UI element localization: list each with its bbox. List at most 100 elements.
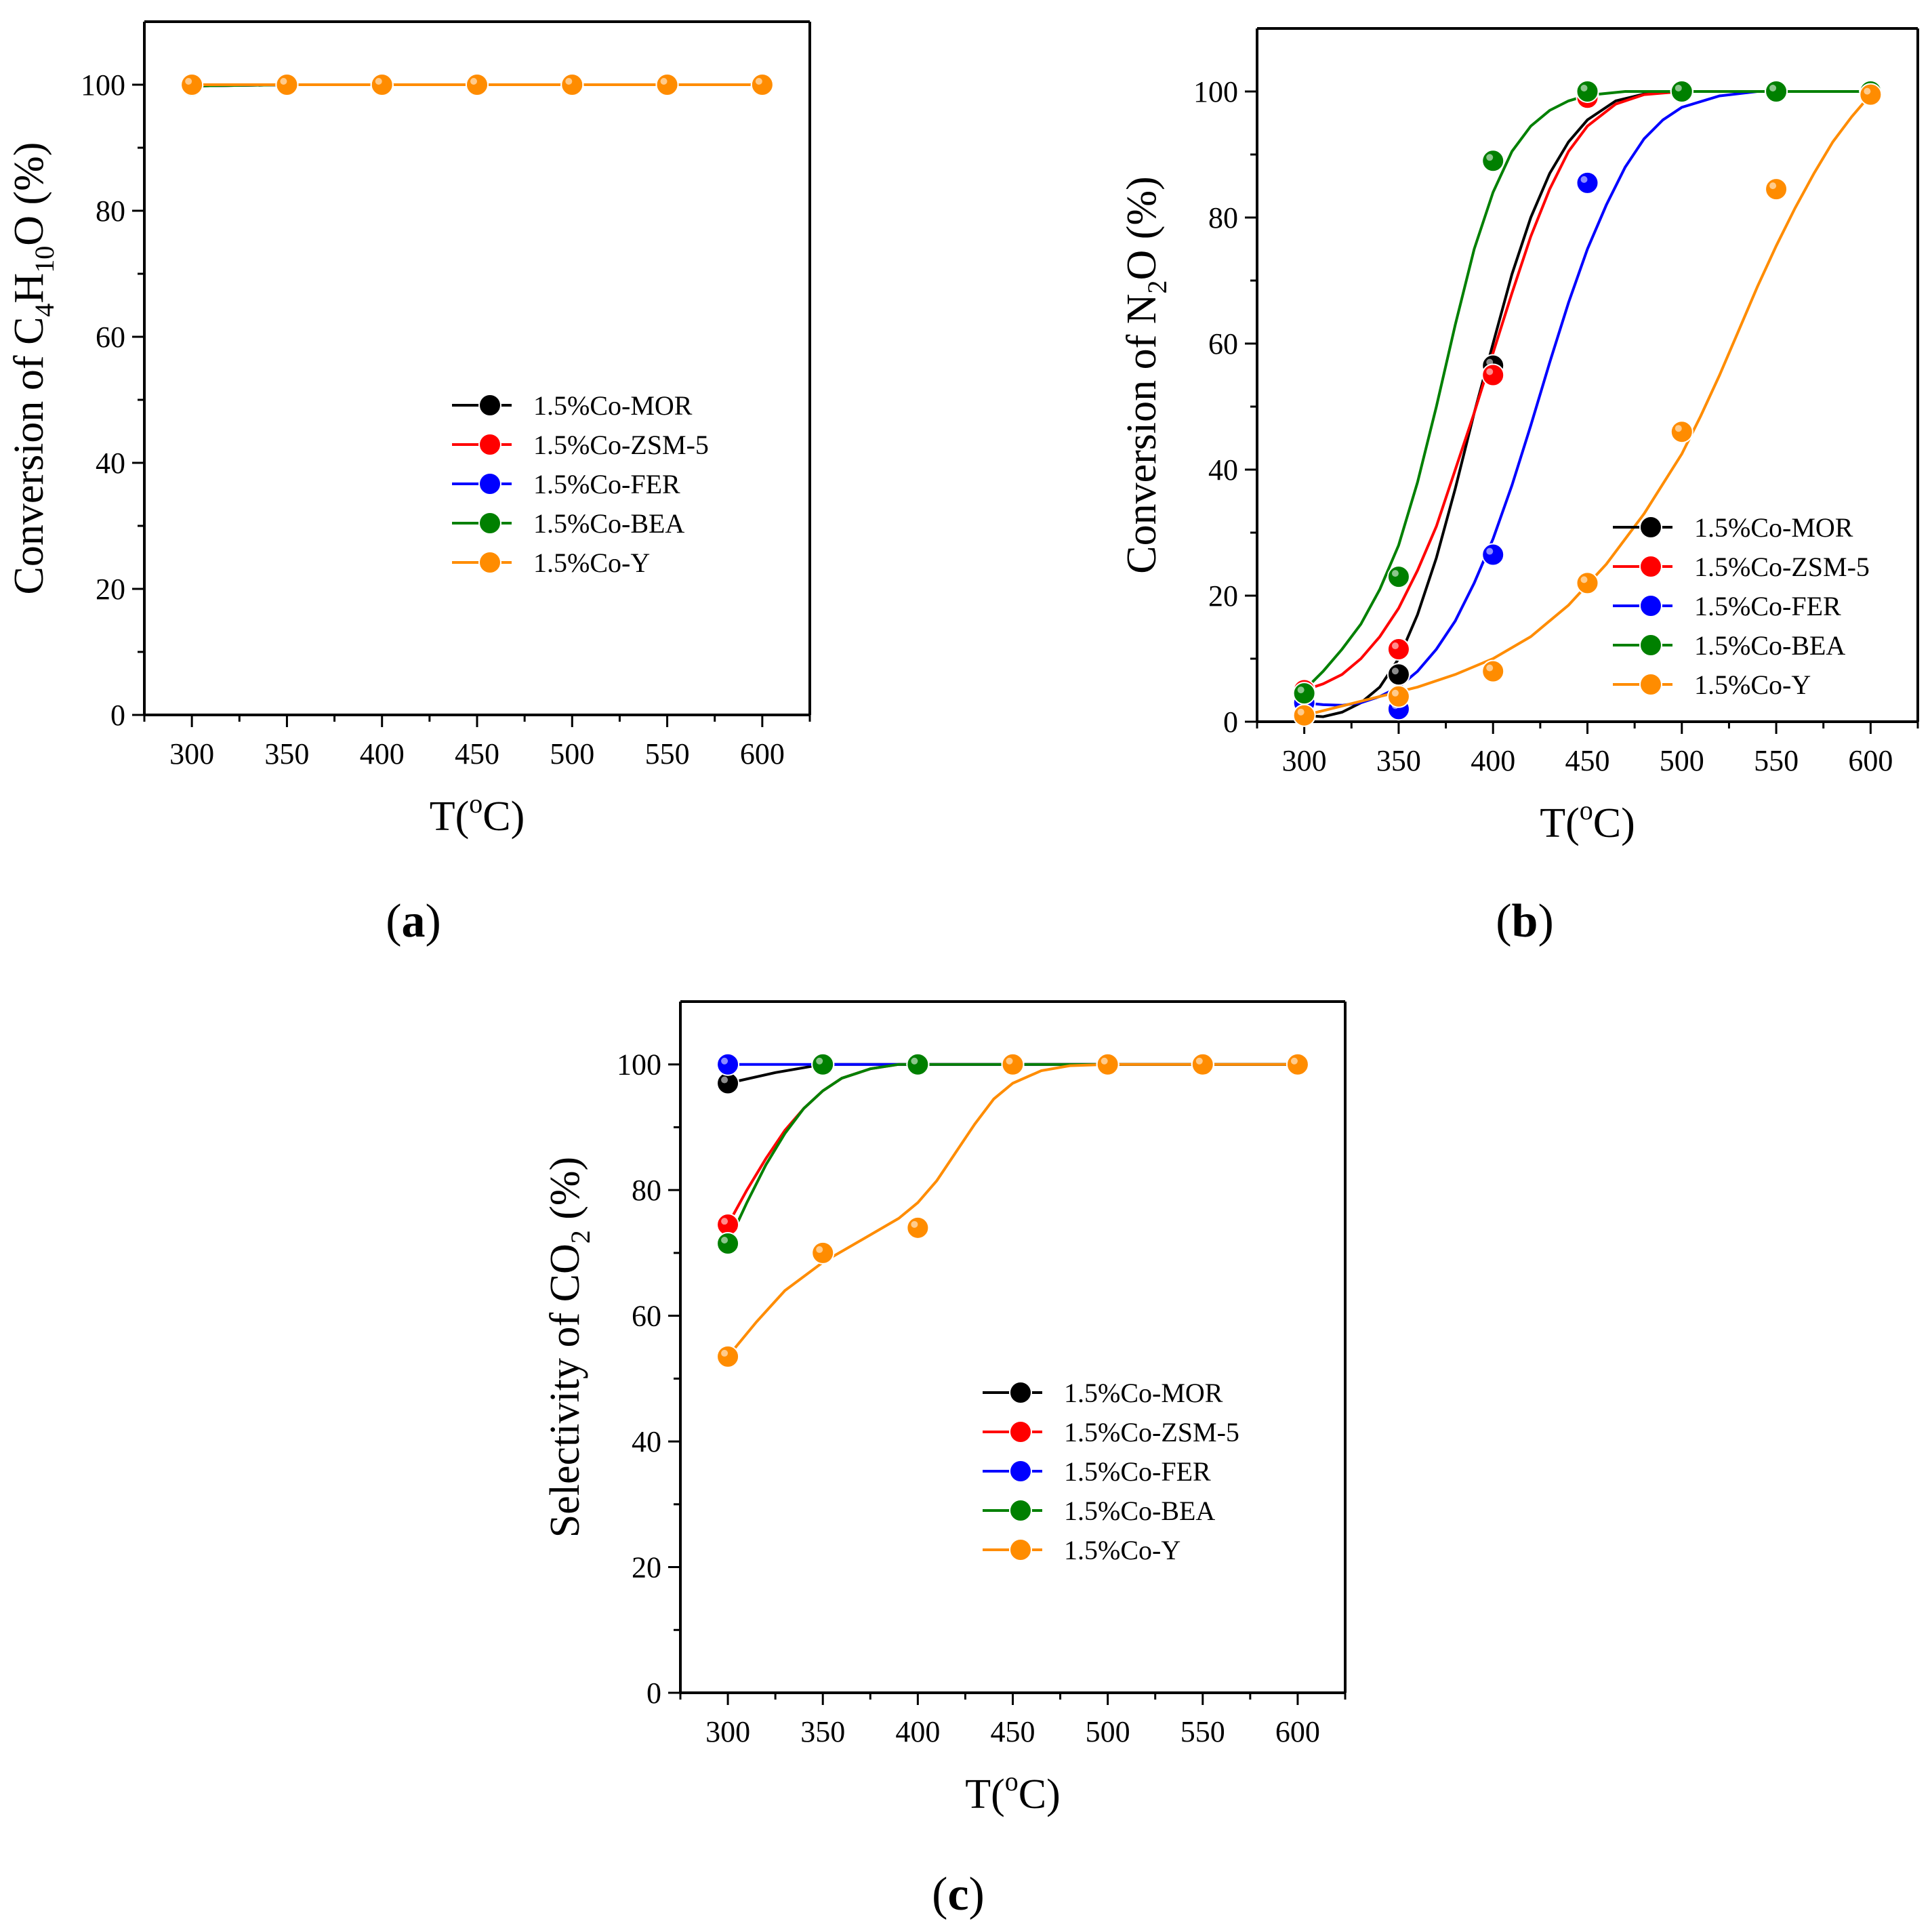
x-axis-title: T(oC): [965, 1766, 1061, 1817]
x-tick-label: 450: [991, 1715, 1035, 1748]
legend: 1.5%Co-MOR 1.5%Co-ZSM-5 1.5%Co-FER 1.5%Co-B…: [983, 1378, 1239, 1565]
data-point: [811, 1241, 835, 1265]
x-axis-title: T(oC): [430, 788, 525, 840]
data-point-highlight: [1006, 1057, 1013, 1065]
legend-marker: [478, 551, 501, 574]
x-tick-label: 550: [645, 737, 690, 770]
data-point: [1859, 83, 1883, 106]
data-point: [1387, 638, 1410, 661]
data-point-highlight: [1297, 708, 1305, 716]
data-point-highlight: [755, 78, 762, 85]
data-point-highlight: [1391, 570, 1399, 577]
x-tick-label: 550: [1180, 1715, 1225, 1748]
x-tick-label: 500: [550, 737, 594, 770]
data-point: [811, 1052, 835, 1076]
data-point: [1387, 565, 1410, 589]
series-line-2: [1303, 90, 1871, 692]
y-tick-label: 100: [1193, 75, 1238, 108]
series-line-5: [1304, 94, 1872, 717]
data-point-highlight: [1290, 1057, 1298, 1065]
legend-marker: [478, 472, 501, 495]
x-tick-label: 500: [1660, 744, 1704, 777]
data-point: [1286, 1052, 1309, 1076]
x-tick-label: 400: [360, 737, 405, 770]
panel-b: 300 350 400 450 500 550 600 0 20 40 60 80 100 T(oC) Co…: [1119, 27, 1919, 846]
panel-c: 300 350 400 450 500 550 600 0 20 40 60 80 100 T(oC) Se…: [542, 1000, 1347, 1817]
data-point-highlight: [1195, 1057, 1203, 1065]
legend-marker: [478, 512, 501, 535]
legend-marker: [1639, 516, 1662, 539]
legend-marker: [1009, 1499, 1032, 1522]
x-tick-label: 350: [800, 1715, 845, 1748]
legend-marker: [1639, 555, 1662, 578]
data-point-highlight: [1486, 548, 1494, 555]
legend-marker: [1639, 594, 1662, 617]
x-tick-label: 500: [1086, 1715, 1130, 1748]
data-point-highlight: [1486, 368, 1494, 375]
legend-marker: [1009, 1420, 1032, 1443]
y-tick-label: 80: [96, 194, 125, 228]
data-point: [1670, 420, 1693, 444]
legend-label: 1.5%Co-ZSM-5: [533, 430, 709, 460]
y-tick-label: 0: [646, 1677, 661, 1710]
x-tick-label: 300: [705, 1715, 750, 1748]
data-point-highlight: [1297, 686, 1305, 694]
data-point: [1481, 149, 1505, 173]
x-tick-label: 400: [895, 1715, 940, 1748]
data-point: [466, 73, 489, 96]
data-point: [275, 73, 299, 96]
x-tick-label: 600: [1848, 744, 1893, 777]
legend-marker: [1009, 1538, 1032, 1561]
data-point: [560, 73, 584, 96]
data-point-highlight: [721, 1076, 728, 1084]
legend: 1.5%Co-MOR 1.5%Co-ZSM-5 1.5%Co-FER 1.5%Co-B…: [452, 390, 709, 578]
series-line-5: [726, 1063, 1298, 1358]
data-point-highlight: [1675, 425, 1682, 432]
x-tick-label: 600: [740, 737, 785, 770]
legend-label: 1.5%Co-FER: [533, 469, 680, 499]
legend-label: 1.5%Co-BEA: [1064, 1496, 1215, 1526]
data-point: [1481, 659, 1505, 683]
series-line-1: [1304, 90, 1871, 718]
data-point-highlight: [816, 1057, 823, 1065]
legend-marker: [478, 433, 501, 456]
data-point-highlight: [280, 78, 287, 85]
x-axis-title: T(oC): [1540, 795, 1635, 846]
legend-label: 1.5%Co-BEA: [1694, 630, 1845, 661]
legend-label: 1.5%Co-MOR: [533, 390, 693, 421]
y-tick-label: 60: [1208, 327, 1238, 361]
y-axis-title: Selectivity of CO2 (%): [542, 1157, 596, 1538]
data-point-highlight: [375, 78, 382, 85]
legend: 1.5%Co-MOR 1.5%Co-ZSM-5 1.5%Co-FER 1.5%Co-B…: [1613, 512, 1870, 700]
data-point: [1576, 171, 1599, 194]
data-point-highlight: [721, 1218, 728, 1225]
data-point-highlight: [1769, 85, 1777, 91]
series-line-4: [726, 1063, 1298, 1244]
legend-label: 1.5%Co-MOR: [1694, 512, 1853, 543]
data-point-highlight: [1580, 176, 1588, 183]
data-point: [1576, 571, 1599, 595]
data-point: [750, 73, 774, 96]
x-tick-label: 550: [1754, 744, 1799, 777]
data-point-highlight: [1675, 85, 1682, 91]
data-point-highlight: [911, 1220, 918, 1228]
y-tick-label: 40: [632, 1425, 661, 1458]
data-point: [906, 1216, 930, 1239]
x-tick-label: 300: [1282, 744, 1327, 777]
data-point-highlight: [185, 78, 192, 85]
y-tick-label: 100: [81, 68, 125, 102]
data-point-highlight: [1769, 182, 1777, 190]
data-point: [1387, 684, 1410, 708]
legend-label: 1.5%Co-ZSM-5: [1694, 552, 1870, 582]
data-point-highlight: [1864, 87, 1871, 95]
data-point-highlight: [721, 1057, 728, 1065]
y-tick-label: 40: [1208, 453, 1238, 487]
data-point: [1292, 682, 1316, 705]
x-tick-label: 600: [1275, 1715, 1320, 1748]
y-tick-label: 80: [632, 1174, 661, 1207]
data-point-highlight: [1486, 154, 1494, 161]
legend-marker: [1009, 1460, 1032, 1483]
data-point: [716, 1344, 740, 1368]
